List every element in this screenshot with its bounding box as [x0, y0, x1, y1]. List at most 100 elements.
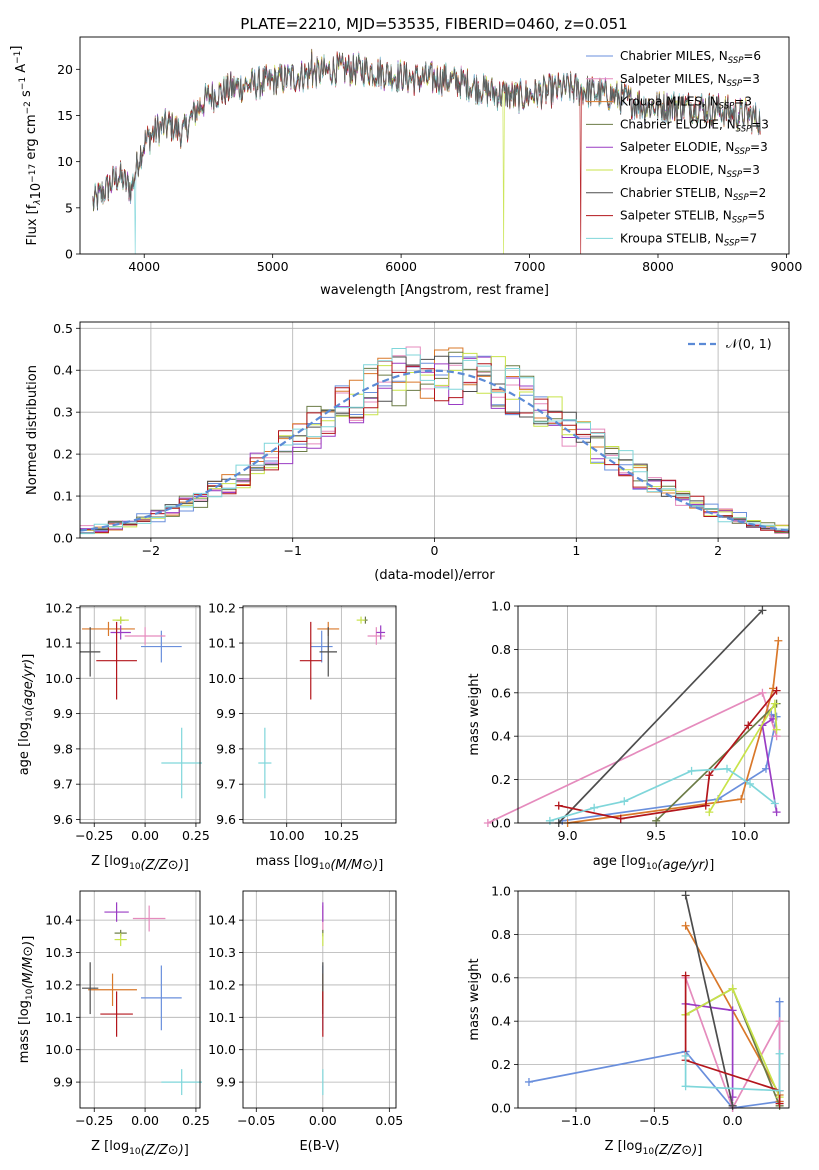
- legend-sub: SSP: [724, 238, 740, 248]
- weight-line: [684, 975, 781, 1104]
- y-tick-label: 0.2: [53, 447, 73, 462]
- y-tick-label: 10.3: [45, 945, 73, 960]
- y-tick-label: 0.1: [53, 489, 73, 504]
- y-tick-label: 9.9: [216, 706, 236, 721]
- y-tick-label: 10.0: [208, 671, 236, 686]
- legend-name: Salpeter MILES, N: [620, 72, 727, 86]
- x-tick-label: 10.00: [269, 828, 305, 843]
- x-tick-label: 5000: [257, 259, 289, 274]
- x-tick-label: 0.0: [723, 1113, 743, 1128]
- legend-entry: Kroupa ELODIE, NSSP=3: [620, 163, 760, 180]
- axes-spectrum: 4000 5000 6000 7000 8000 9000 0 5 10 15 20: [57, 62, 802, 274]
- label-part: log: [17, 1000, 32, 1020]
- weight-marker: [483, 819, 492, 827]
- y-tick-label: 0: [65, 247, 73, 262]
- y-tick-label: 10.0: [45, 671, 73, 686]
- points-mass_vs_Z: [82, 902, 203, 1096]
- label-part: Flux [f: [25, 204, 40, 245]
- y-tick-label: 10.4: [208, 913, 236, 928]
- label-sup: −2: [23, 101, 33, 114]
- label-italic: (age/yr): [21, 659, 36, 711]
- y-axis-label: mass weight: [467, 958, 482, 1040]
- label-part: log: [109, 854, 129, 869]
- legend-entry: Chabrier MILES, NSSP=6: [620, 49, 761, 66]
- x-axis-label: Z [log10(Z/Z⊙)]: [605, 1139, 703, 1158]
- legend-name: Chabrier ELODIE, N: [620, 117, 736, 131]
- label-part: Z [: [91, 854, 109, 869]
- label-part: ]: [709, 858, 714, 873]
- frame-weight_vs_age: [517, 605, 790, 824]
- x-tick-label: −2: [142, 543, 160, 558]
- label-sub: 10: [25, 710, 35, 722]
- x-tick-label: −0.5: [639, 1113, 669, 1128]
- legend-entry: Chabrier STELIB, NSSP=2: [620, 186, 766, 203]
- y-tick-label: 0.2: [491, 772, 511, 787]
- legend-value: =6: [743, 49, 761, 63]
- y-tick-label: 10.1: [208, 1010, 236, 1025]
- axes-age_vs_Z: −0.25 0.00 0.25 9.6 9.7 9.8 9.9 10.0 10.1 10.2: [45, 600, 210, 843]
- y-axis-label: age [log10(age/yr)]: [17, 654, 36, 776]
- y-tick-label: 10.4: [45, 913, 73, 928]
- label-part: E(B-V): [299, 1139, 339, 1154]
- axes-weight_vs_age: 9.0 9.5 10.0 0.0 0.2 0.4 0.6 0.8 1.0: [491, 599, 789, 843]
- weight-marker: [681, 891, 690, 900]
- weight-marker: [774, 636, 783, 645]
- weight-marker: [652, 816, 661, 825]
- label-part: log: [109, 1139, 129, 1154]
- spectrum-lines: [92, 48, 761, 255]
- weight-marker: [770, 799, 779, 808]
- x-tick-label: 1: [572, 543, 580, 558]
- label-part: mass weight: [467, 958, 482, 1040]
- observed-spectrum-line: [92, 51, 761, 209]
- legend-entry: Salpeter ELODIE, NSSP=3: [620, 140, 768, 157]
- y-axis-label: Flux [fλ10−17 erg cm−2 s−1 A−1]: [9, 46, 44, 246]
- x-tick-label: 0.25: [182, 828, 210, 843]
- label-sub: 10: [643, 1147, 655, 1157]
- weight-marker: [775, 1017, 784, 1026]
- y-tick-label: 0.0: [53, 531, 73, 546]
- label-part: log: [626, 854, 646, 869]
- series-weight_vs_age: [483, 606, 783, 827]
- legend-entry: Kroupa MILES, NSSP=3: [620, 95, 752, 112]
- normal-reference-curve: [79, 369, 790, 532]
- weight-line: [655, 702, 778, 822]
- legend-sub: SSP: [734, 147, 750, 157]
- legend-sub: SSP: [736, 124, 752, 134]
- x-tick-label: 0: [431, 543, 439, 558]
- histogram-step: [80, 348, 789, 535]
- y-tick-label: 9.8: [216, 741, 236, 756]
- x-tick-label: 2: [714, 543, 722, 558]
- weight-marker: [705, 771, 714, 780]
- x-tick-label: 10.25: [323, 828, 359, 843]
- label-part: age [: [17, 742, 32, 775]
- x-tick-label: 10.0: [731, 828, 759, 843]
- y-tick-label: 10: [57, 154, 73, 169]
- y-tick-label: 0.5: [53, 321, 73, 336]
- weight-marker: [524, 1077, 533, 1086]
- label-part: A: [14, 64, 29, 77]
- weight-marker: [775, 1049, 784, 1058]
- y-tick-label: 0.6: [491, 970, 511, 985]
- weight-marker: [620, 797, 629, 806]
- legend: Chabrier MILES, NSSP=6 Salpeter MILES, N S…: [586, 49, 769, 248]
- weight-line: [487, 691, 778, 824]
- y-tick-label: 10.3: [208, 945, 236, 960]
- legend-value: =7: [740, 231, 758, 245]
- weight-marker: [723, 764, 732, 773]
- x-tick-label: 0.00: [131, 828, 159, 843]
- label-part: ]: [697, 1143, 702, 1158]
- label-part: ]: [21, 936, 36, 941]
- y-tick-label: 9.6: [216, 812, 236, 827]
- weight-line: [558, 609, 764, 824]
- y-tick-label: 0.0: [491, 816, 511, 831]
- label-italic: (M/M⊙): [330, 858, 378, 873]
- axes-age_vs_mass: 10.00 10.25 9.6 9.7 9.8 9.9 10.0 10.1 10.2: [208, 600, 396, 843]
- axes-residuals: −2 −1 0 1 2 0.0 0.1 0.2 0.3 0.4 0.5: [53, 321, 789, 558]
- weight-line: [558, 690, 778, 820]
- plot-layer: 4000 5000 6000 7000 8000 900005101520waveleng…: [9, 36, 802, 1158]
- label-part: ]: [9, 46, 24, 51]
- weight-marker: [616, 814, 625, 823]
- legend-name: Chabrier STELIB, N: [620, 186, 733, 200]
- x-axis-label: mass [log10(M/M⊙)]: [256, 854, 384, 873]
- frame-spectrum: [79, 36, 790, 255]
